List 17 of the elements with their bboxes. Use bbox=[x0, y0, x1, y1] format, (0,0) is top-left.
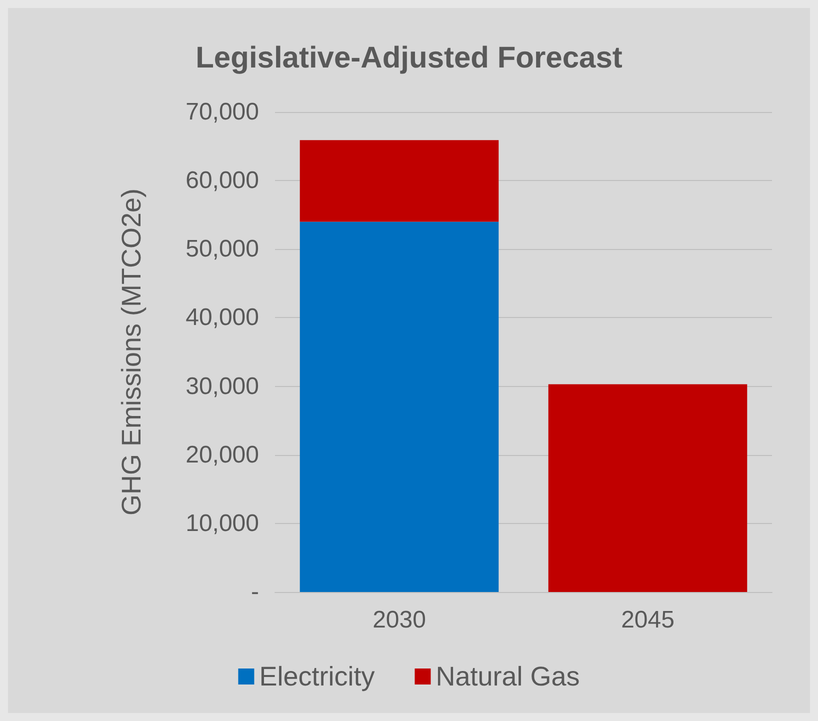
x-tick-label: 2045 bbox=[621, 606, 674, 634]
y-tick-label: 10,000 bbox=[186, 510, 259, 537]
y-tick-label: 30,000 bbox=[186, 372, 259, 400]
y-tick-label: 50,000 bbox=[186, 236, 259, 263]
y-tick-label: 70,000 bbox=[186, 98, 259, 126]
bar bbox=[300, 222, 499, 592]
y-tick-label: 60,000 bbox=[186, 167, 259, 194]
legend-label: Natural Gas bbox=[436, 662, 580, 692]
bar bbox=[548, 384, 748, 592]
y-tick-label: 20,000 bbox=[186, 441, 259, 468]
bar bbox=[300, 140, 499, 222]
chart-title: Legislative-Adjusted Forecast bbox=[196, 42, 622, 74]
legend-label: Electricity bbox=[259, 662, 376, 692]
y-axis-title: GHG Emissions (MTCO2e) bbox=[116, 188, 146, 516]
y-tick-label: 40,000 bbox=[186, 304, 259, 332]
x-tick-label: 2030 bbox=[372, 606, 426, 634]
y-tick-label: - bbox=[251, 578, 259, 606]
